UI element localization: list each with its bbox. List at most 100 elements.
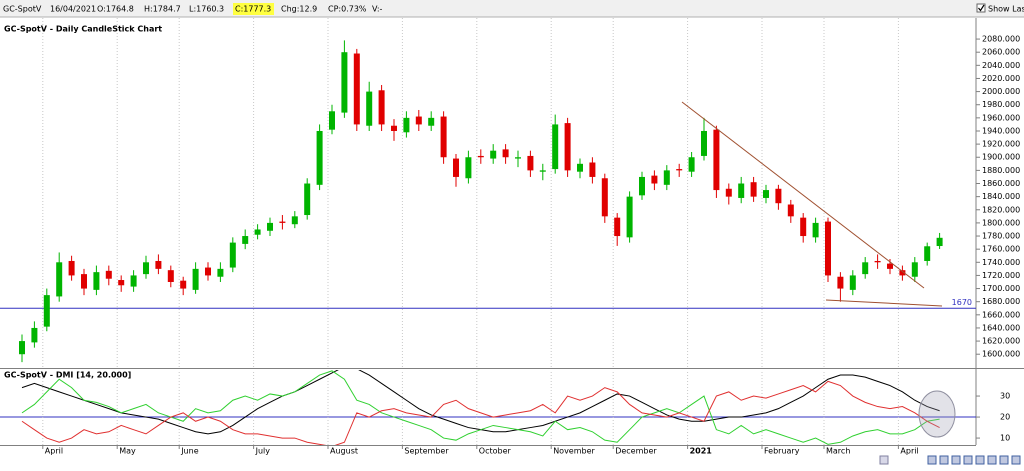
candle-body — [130, 275, 137, 287]
candle-body — [329, 111, 335, 130]
candle-body — [93, 272, 100, 290]
reference-label: 1670 — [952, 298, 972, 307]
support-line — [825, 299, 943, 307]
tool-icon[interactable] — [1011, 455, 1021, 465]
y-tick-label: 1620.000 — [982, 337, 1020, 346]
candle-body — [502, 149, 509, 158]
y-tick-label: 1860.000 — [982, 179, 1020, 188]
candle-body — [341, 52, 348, 113]
dmi-line — [21, 370, 940, 435]
tool-icon[interactable] — [951, 455, 961, 465]
y-tick-label: 1720.000 — [982, 271, 1020, 280]
candle-body — [800, 217, 807, 237]
y-tick-label: 1800.000 — [982, 218, 1020, 227]
candle-body — [267, 222, 273, 231]
y-tick-label: 1880.000 — [982, 166, 1020, 175]
candle-body — [899, 270, 906, 276]
x-tick-label: August — [330, 447, 358, 456]
candle-body — [750, 182, 757, 197]
candle-body — [155, 260, 162, 269]
high: H:1784.7 — [144, 5, 181, 14]
candle-body — [589, 162, 596, 177]
candle-body — [564, 123, 571, 171]
candle-body — [378, 90, 385, 125]
trendline — [681, 101, 925, 289]
candle-body — [874, 260, 881, 263]
candle-body — [552, 124, 559, 170]
y-tick-label: 1740.000 — [982, 258, 1020, 267]
y-tick-label: 1980.000 — [982, 100, 1020, 109]
change: Chg:12.9 — [281, 5, 317, 14]
tool-icon[interactable] — [987, 455, 997, 465]
tool-icon[interactable] — [963, 455, 973, 465]
candle-body — [688, 157, 695, 172]
close-highlight — [233, 3, 274, 15]
candle-body — [353, 53, 360, 125]
candle-body — [924, 246, 931, 261]
candle-body — [217, 268, 224, 277]
x-tick-label: 2021 — [690, 447, 713, 456]
y-tick-label: 30 — [1000, 392, 1010, 401]
candle-body — [229, 242, 236, 268]
x-tick-label: June — [180, 447, 199, 456]
candle-body — [304, 183, 311, 216]
tool-icon[interactable] — [939, 455, 949, 465]
x-tick-label: October — [479, 447, 512, 456]
candle-body — [415, 116, 422, 125]
candle-body — [812, 222, 819, 238]
candle-body — [663, 170, 670, 185]
y-tick-label: 1640.000 — [982, 323, 1020, 332]
candle-body — [192, 268, 199, 290]
show-last-label[interactable]: Show Last — [988, 5, 1024, 14]
candle-body — [279, 221, 286, 223]
candle-body — [701, 130, 707, 156]
candle-body — [143, 262, 149, 275]
tool-icon[interactable] — [975, 455, 985, 465]
candle-body — [391, 125, 397, 131]
candle-body — [614, 217, 621, 237]
candle-body — [527, 155, 534, 171]
x-tick-label: September — [404, 447, 449, 456]
tool-icon[interactable] — [999, 455, 1009, 465]
candle-body — [31, 327, 38, 343]
candle-body — [713, 129, 720, 191]
candle-body — [539, 170, 546, 172]
y-tick-label: 10 — [1000, 434, 1010, 443]
date: 16/04/2021 — [50, 5, 96, 14]
y-tick-label: 2000.000 — [982, 87, 1020, 96]
x-tick-label: April — [900, 447, 918, 456]
dmi-title: GC-SpotV - DMI [14, 20.000] — [4, 371, 131, 380]
x-tick-label: March — [826, 447, 850, 456]
candle-body — [118, 280, 125, 286]
candle-body — [453, 158, 459, 177]
candle-body — [403, 117, 410, 133]
x-tick-label: July — [255, 447, 271, 456]
tool-icon[interactable] — [927, 455, 937, 465]
show-last-checkbox[interactable] — [976, 3, 986, 13]
y-tick-label: 1900.000 — [982, 153, 1020, 162]
highlight-ellipse — [918, 390, 956, 438]
y-tick-label: 1680.000 — [982, 297, 1020, 306]
candle-body — [465, 157, 472, 179]
tool-icon[interactable] — [879, 455, 889, 465]
candle-body — [428, 117, 435, 126]
candle-body — [936, 237, 943, 247]
close: C:1777.3 — [235, 5, 271, 14]
y-tick-label: 1660.000 — [982, 310, 1020, 319]
candle-body — [440, 116, 447, 158]
candle-body — [887, 263, 893, 269]
candle-body — [787, 204, 794, 217]
candle-body — [639, 176, 645, 196]
candle-body — [68, 260, 75, 276]
candle-body — [837, 276, 844, 289]
candle-body — [626, 196, 633, 238]
candle-body — [651, 175, 658, 184]
x-tick-label: December — [615, 447, 657, 456]
candle-body — [763, 190, 769, 198]
candle-body — [316, 130, 323, 185]
candle-body — [825, 221, 831, 276]
volume: V:- — [372, 5, 383, 14]
symbol: GC-SpotV — [3, 5, 42, 14]
x-tick-label: May — [119, 447, 136, 456]
